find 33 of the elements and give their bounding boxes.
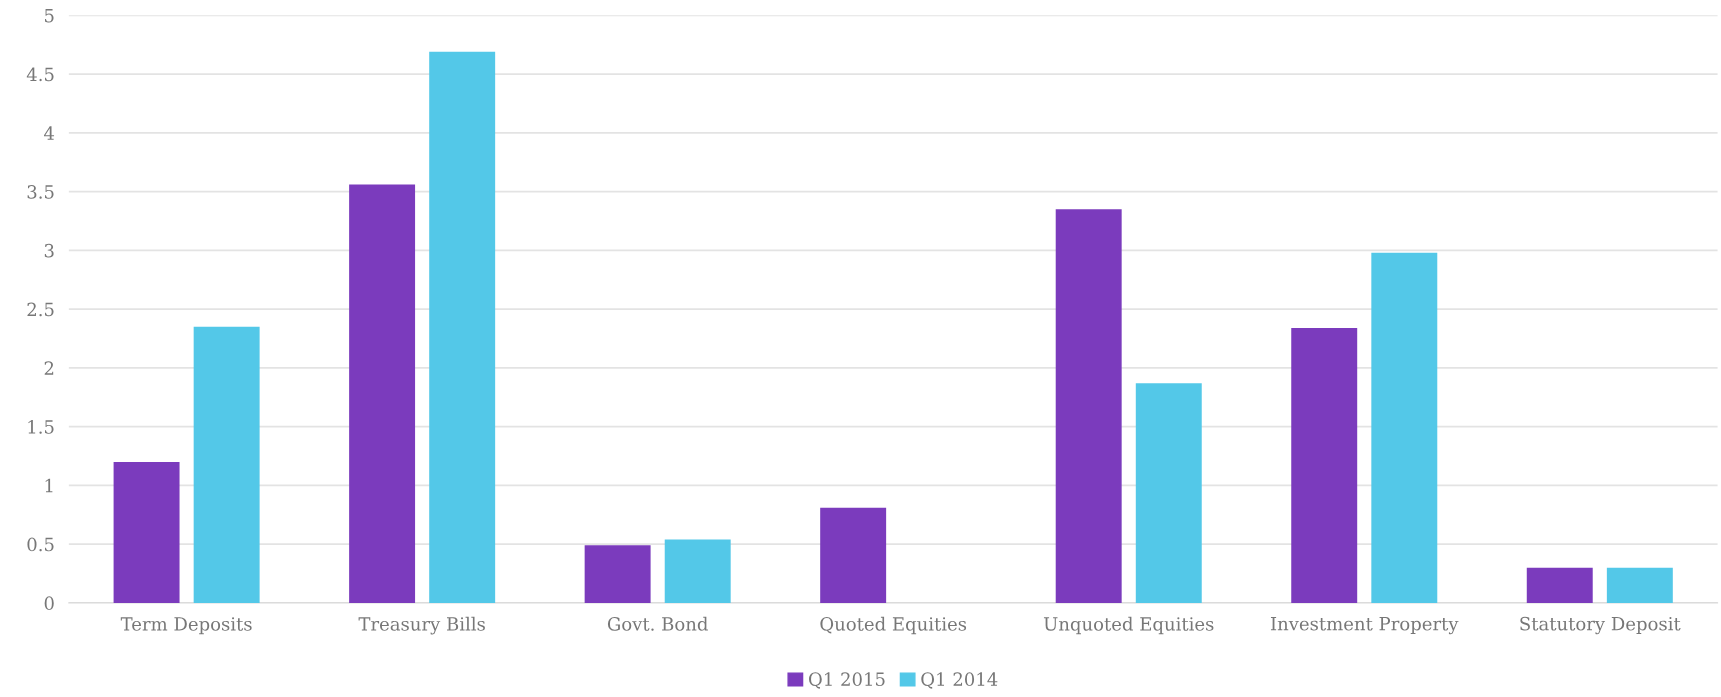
y-tick-label: 1 — [45, 478, 53, 493]
bar — [1526, 567, 1593, 603]
x-tick-label: Statutory Deposit — [1520, 616, 1681, 635]
y-tick-label: 5 — [45, 9, 54, 23]
bar — [429, 51, 496, 603]
bar — [1606, 567, 1673, 603]
bar — [193, 326, 260, 603]
y-tick-label: 4 — [44, 126, 55, 140]
bar — [1371, 252, 1438, 603]
bar — [349, 184, 416, 603]
bar — [113, 461, 180, 603]
x-tick-label: Term Deposits — [120, 617, 252, 635]
y-tick-label: 3.5 — [27, 185, 54, 199]
x-tick-label: Investment Property — [1270, 617, 1459, 635]
bar — [820, 507, 887, 603]
y-tick-label: 2.5 — [27, 302, 54, 317]
bar — [664, 539, 731, 603]
y-tick-label: 0 — [44, 596, 54, 611]
bar — [1135, 383, 1202, 603]
y-tick-label: 2 — [44, 361, 54, 375]
x-tick-label: Unquoted Equities — [1043, 616, 1214, 635]
bar — [1291, 327, 1358, 603]
x-tick-label: Treasury Bills — [358, 616, 485, 635]
y-tick-label: 0.5 — [27, 537, 54, 552]
y-tick-label: 4.5 — [26, 67, 54, 82]
y-tick-label: 1.5 — [28, 420, 54, 434]
legend-label: Q1 2014 — [921, 672, 998, 689]
x-tick-label: Govt. Bond — [607, 616, 708, 631]
bar — [584, 545, 651, 603]
x-tick-label: Quoted Equities — [820, 616, 967, 635]
bar — [1055, 209, 1122, 603]
legend-label: Q1 2015 — [809, 672, 885, 689]
y-tick-label: 3 — [44, 243, 54, 258]
